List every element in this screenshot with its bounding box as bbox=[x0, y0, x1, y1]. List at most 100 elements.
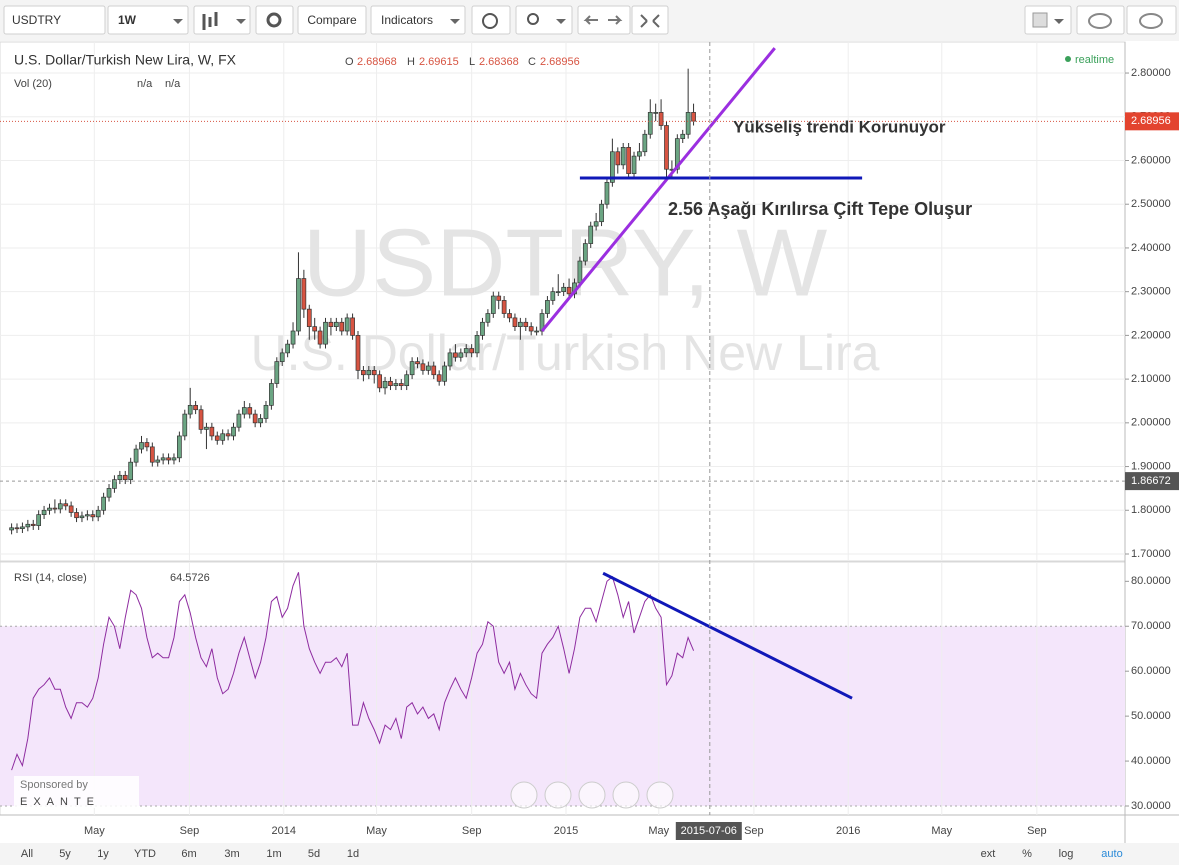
candle-body bbox=[79, 515, 85, 519]
compare-button[interactable] bbox=[297, 5, 367, 35]
candle-body bbox=[501, 300, 507, 314]
indicators-button[interactable] bbox=[370, 5, 466, 35]
dropdown-icon bbox=[1054, 19, 1064, 24]
toggle-button[interactable]: % bbox=[1022, 848, 1032, 860]
candle-body bbox=[588, 225, 594, 244]
navigation bbox=[510, 781, 674, 809]
symbol-title: U.S. Dollar/Turkish New Lira, W, FX bbox=[14, 52, 237, 68]
candle-body bbox=[274, 361, 280, 384]
candle-body bbox=[507, 313, 512, 319]
candle-body bbox=[610, 151, 615, 183]
toggle-button[interactable]: auto bbox=[1101, 848, 1122, 860]
candle-body bbox=[155, 459, 161, 463]
candle-body bbox=[561, 286, 567, 293]
candle-body bbox=[133, 448, 139, 463]
candle-body bbox=[328, 321, 334, 327]
nav-button[interactable] bbox=[544, 781, 572, 809]
candle-body bbox=[171, 457, 177, 461]
candle-body bbox=[442, 365, 447, 382]
chart-style[interactable] bbox=[193, 5, 251, 35]
fullscreen-icon bbox=[640, 14, 660, 28]
fullscreen-button[interactable] bbox=[631, 5, 669, 35]
undo-redo[interactable] bbox=[577, 5, 631, 35]
candle-body bbox=[545, 300, 550, 314]
interval: 1W bbox=[118, 13, 137, 27]
range-button[interactable]: 5d bbox=[308, 848, 320, 860]
candle-body bbox=[279, 352, 285, 362]
watermark: USDTRY, W U.S. Dollar/Turkish New Lira bbox=[251, 209, 880, 381]
candle-body bbox=[344, 317, 350, 332]
candle-body bbox=[117, 474, 123, 481]
candle-body bbox=[371, 370, 377, 376]
sponsor-box[interactable] bbox=[14, 776, 139, 808]
candle-body bbox=[306, 308, 312, 327]
x-tick-label: May bbox=[648, 825, 669, 837]
symbol-box[interactable] bbox=[3, 5, 106, 35]
candle-body bbox=[149, 446, 155, 463]
candle-body bbox=[377, 374, 382, 389]
range-button[interactable]: 1m bbox=[266, 848, 281, 860]
grid: May Sep 2014 May Sep 2015 May Sep 2016 May Sep 1.70… bbox=[0, 42, 1171, 837]
toggle-button[interactable]: ext bbox=[981, 848, 996, 860]
toggle-button[interactable]: log bbox=[1059, 848, 1074, 860]
rsi-line bbox=[11, 572, 695, 771]
candle-body bbox=[680, 133, 686, 139]
range-button[interactable]: 3m bbox=[224, 848, 239, 860]
candle-body bbox=[658, 112, 664, 126]
range-button[interactable]: All bbox=[21, 848, 33, 860]
candle-body bbox=[41, 509, 47, 516]
candle-body bbox=[480, 321, 485, 336]
trend-line bbox=[540, 47, 776, 332]
candle-body bbox=[566, 286, 572, 295]
interval-box[interactable] bbox=[107, 5, 189, 35]
x-tick-label: Sep bbox=[1027, 825, 1047, 837]
candle-body bbox=[404, 374, 410, 387]
cursor-box bbox=[675, 822, 742, 840]
candle-body bbox=[436, 374, 442, 382]
settings[interactable] bbox=[255, 5, 294, 35]
volume-title: Vol (20) bbox=[14, 78, 52, 90]
range-button[interactable]: 5y bbox=[59, 848, 71, 860]
candle-body bbox=[231, 426, 236, 437]
candle-body bbox=[9, 527, 14, 531]
ideas-button[interactable] bbox=[515, 5, 573, 35]
range-button[interactable]: YTD bbox=[134, 848, 156, 860]
layout-icon bbox=[1032, 12, 1048, 28]
candle-body bbox=[485, 313, 491, 323]
dropdown-icon bbox=[450, 19, 460, 24]
candle-icon bbox=[202, 12, 218, 30]
candle-body bbox=[582, 243, 588, 262]
candle-body bbox=[333, 321, 339, 327]
dropdown-icon bbox=[236, 19, 246, 24]
nav-button[interactable] bbox=[612, 781, 640, 809]
nav-button[interactable] bbox=[510, 781, 538, 809]
candle-body bbox=[420, 363, 426, 371]
x-tick-label: 2016 bbox=[836, 825, 860, 837]
undo-icon bbox=[583, 15, 623, 25]
nav-button[interactable] bbox=[578, 781, 606, 809]
candle-body bbox=[664, 125, 669, 170]
bottom-controls: All 5y 1y YTD 6m 3m 1m 5d 1d ext% log auto bbox=[21, 848, 1123, 860]
x-tick-label: May bbox=[366, 825, 387, 837]
nav-button[interactable] bbox=[646, 781, 674, 809]
candle-body bbox=[555, 291, 561, 294]
alert-button[interactable] bbox=[471, 5, 511, 35]
candle-body bbox=[177, 435, 182, 459]
range-button[interactable]: 6m bbox=[181, 848, 196, 860]
status-dot bbox=[1065, 56, 1071, 62]
layout-button[interactable] bbox=[1024, 5, 1072, 35]
candle-body bbox=[263, 404, 269, 419]
candle-body bbox=[63, 503, 69, 507]
y-tick-label: 1.80000 bbox=[1131, 504, 1171, 516]
candle-body bbox=[350, 317, 355, 336]
candle-body bbox=[209, 426, 215, 437]
dropdown-icon bbox=[173, 19, 183, 24]
save-button[interactable] bbox=[1126, 5, 1177, 35]
load-button[interactable] bbox=[1076, 5, 1125, 35]
candle-body bbox=[620, 147, 626, 166]
candle-body bbox=[642, 133, 648, 153]
range-button[interactable]: 1d bbox=[347, 848, 359, 860]
sponsor-name: EXANTE bbox=[20, 796, 100, 808]
range-button[interactable]: 1y bbox=[97, 848, 109, 860]
candle-body bbox=[30, 523, 36, 526]
